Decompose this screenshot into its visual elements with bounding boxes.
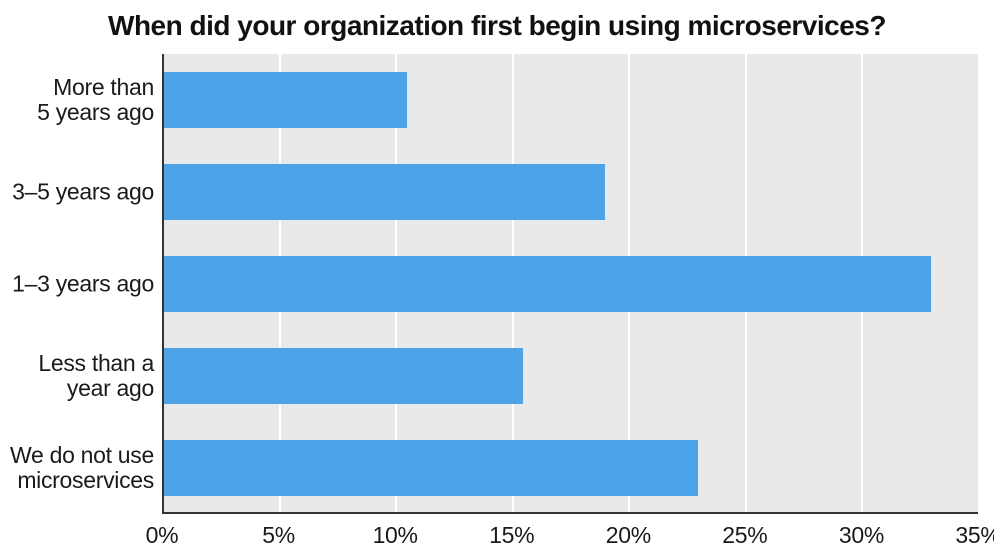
- bar: [162, 164, 605, 219]
- bar: [162, 72, 407, 127]
- x-tick-label: 20%: [606, 514, 651, 549]
- x-axis-line: [162, 512, 978, 514]
- x-tick-label: 25%: [722, 514, 767, 549]
- y-category-label: Less than a year ago: [38, 351, 162, 401]
- y-category-label: More than 5 years ago: [37, 75, 162, 125]
- x-tick-label: 35%: [955, 514, 994, 549]
- bar: [162, 256, 931, 311]
- plot-area: 0%5%10%15%20%25%30%35%More than 5 years …: [162, 54, 978, 514]
- y-category-label: 3–5 years ago: [12, 180, 162, 205]
- chart-container: When did your organization first begin u…: [0, 0, 994, 560]
- y-category-label: We do not use microservices: [10, 443, 162, 493]
- bar: [162, 348, 523, 403]
- y-category-label: 1–3 years ago: [12, 272, 162, 297]
- x-tick-label: 0%: [146, 514, 179, 549]
- bar: [162, 440, 698, 495]
- chart-title: When did your organization first begin u…: [0, 0, 994, 48]
- x-tick-label: 30%: [839, 514, 884, 549]
- x-tick-label: 15%: [489, 514, 534, 549]
- gridline: [978, 54, 980, 514]
- y-axis-line: [162, 54, 164, 514]
- x-tick-label: 10%: [373, 514, 418, 549]
- x-tick-label: 5%: [262, 514, 295, 549]
